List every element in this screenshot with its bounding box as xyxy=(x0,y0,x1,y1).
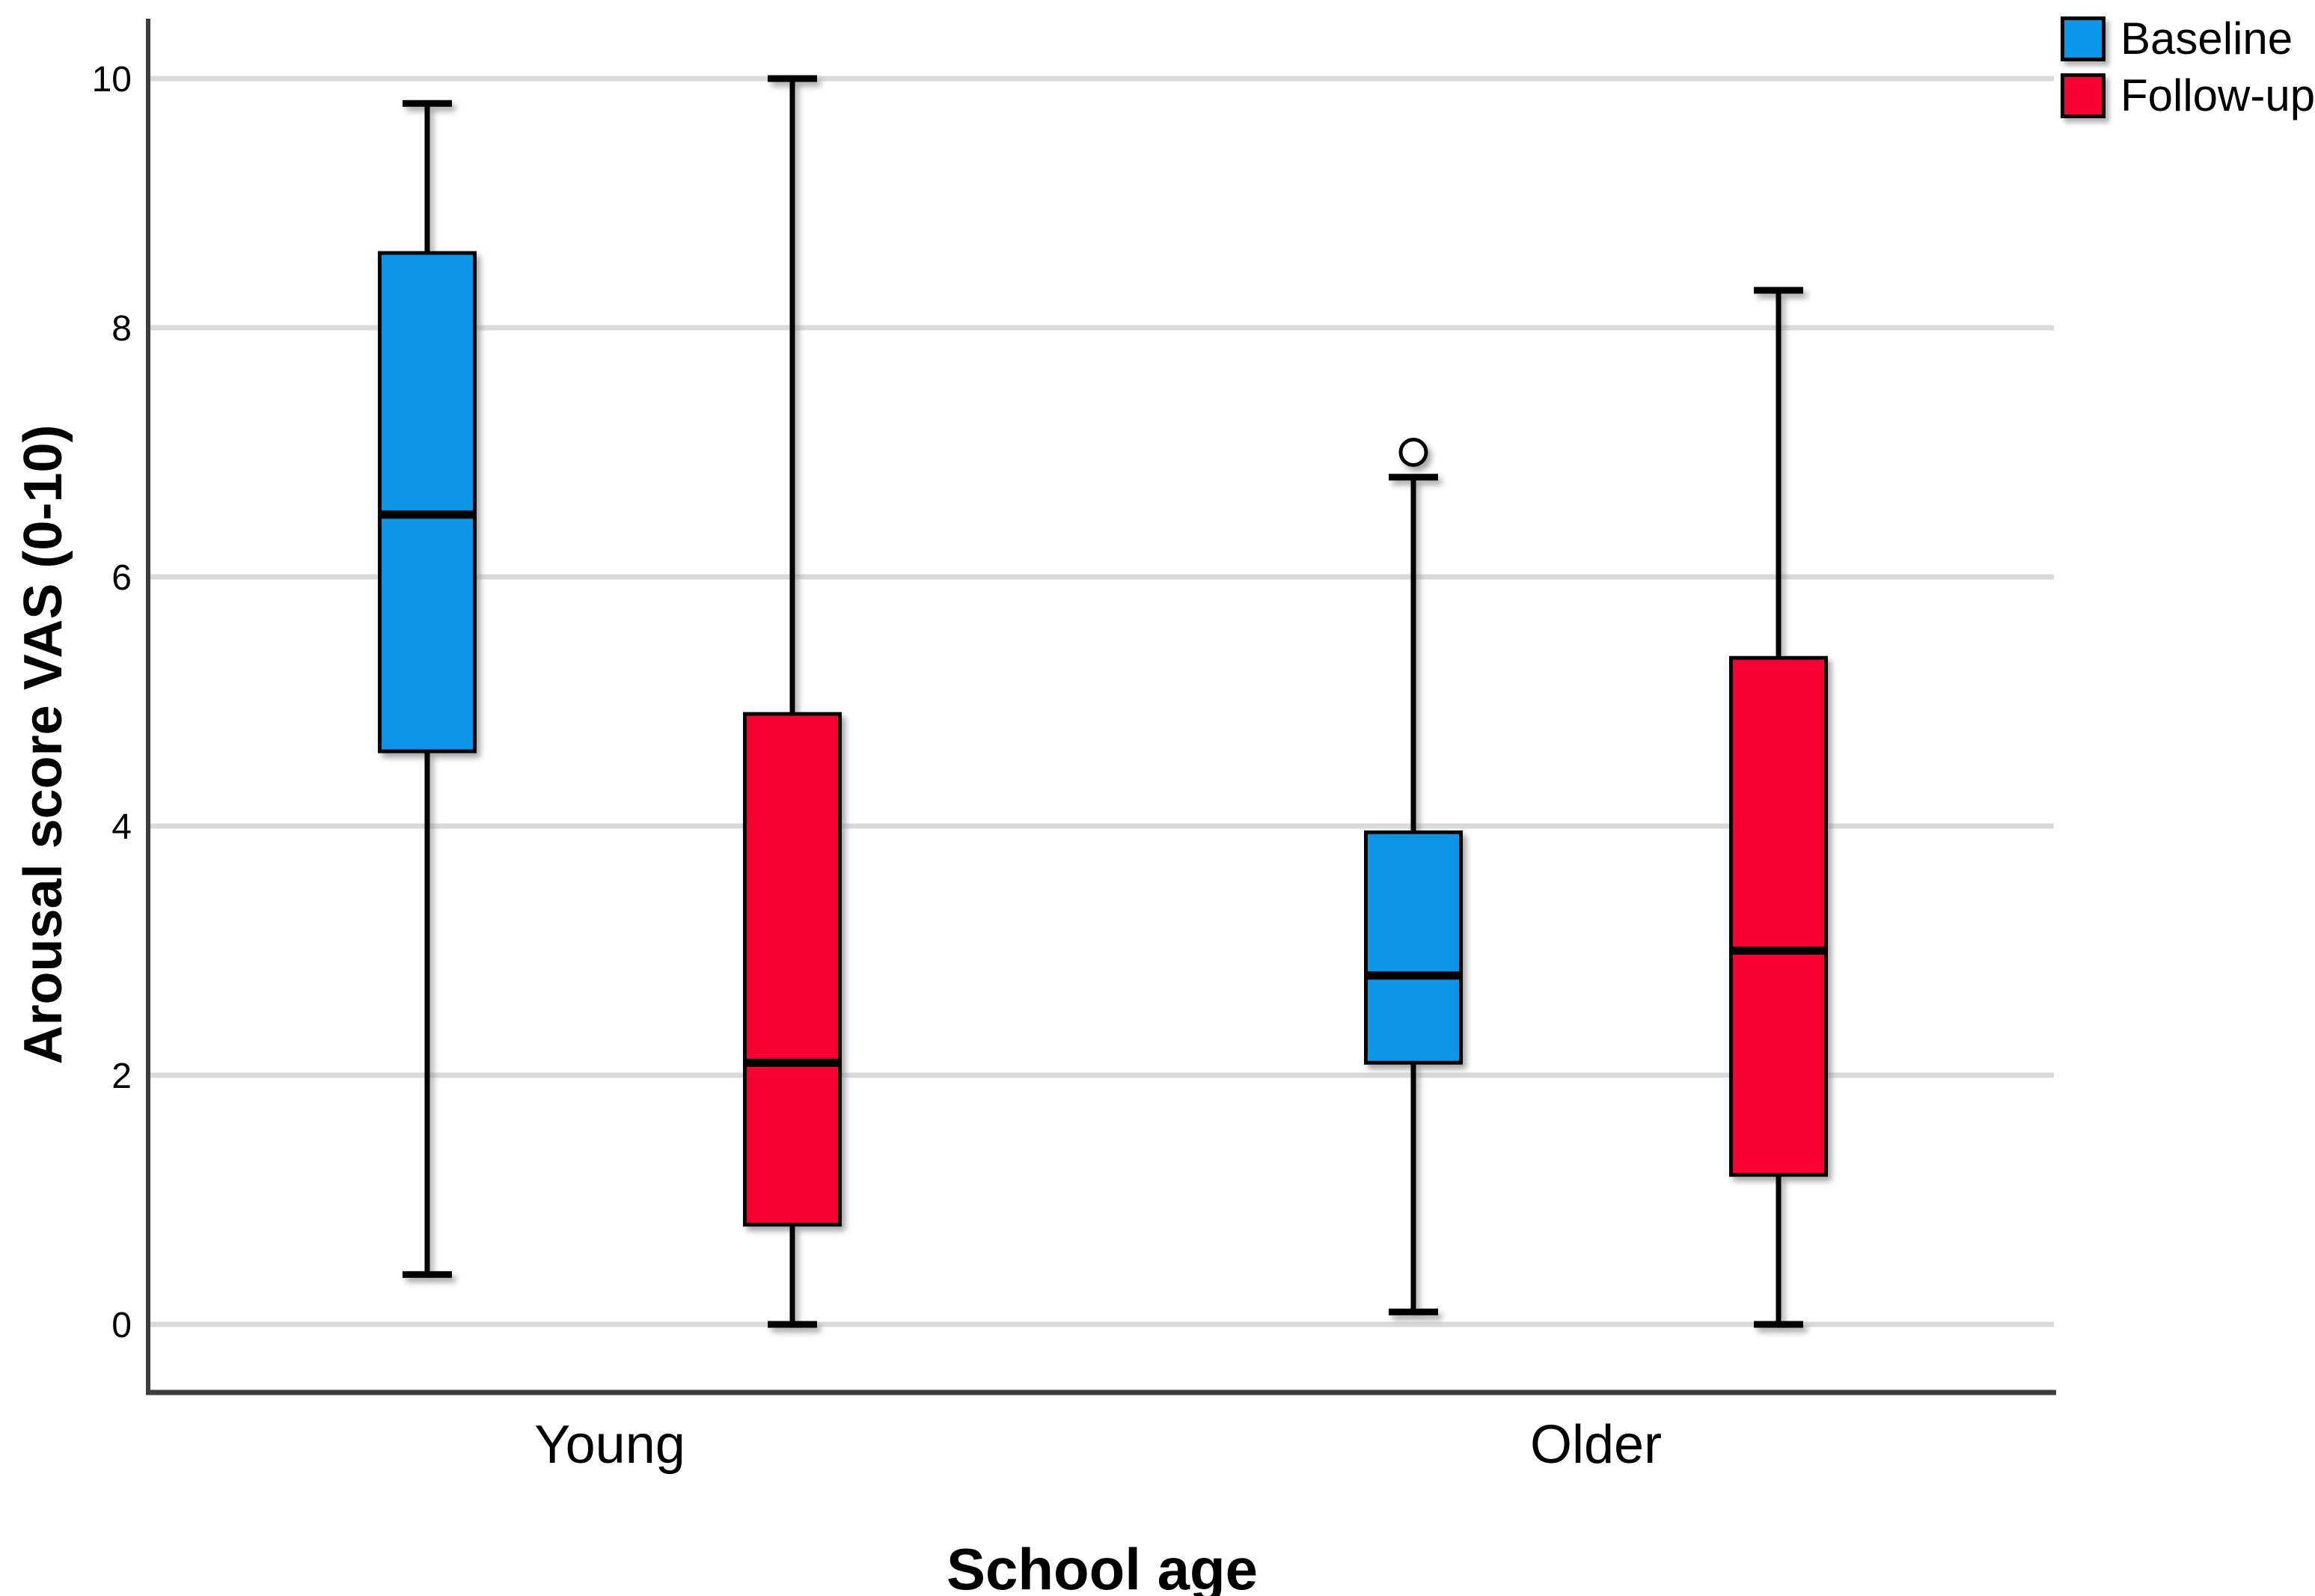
y-tick-label-4: 4 xyxy=(111,807,132,847)
outlier-point xyxy=(1398,438,1428,467)
y-tick-label-10: 10 xyxy=(92,60,132,100)
box-young-baseline xyxy=(378,100,477,1278)
x-category-label-older: Older xyxy=(1530,1415,1662,1475)
legend-item-baseline: Baseline xyxy=(2061,16,2315,61)
y-tick-label-8: 8 xyxy=(111,309,132,349)
y-axis-title: Arousal score VAS (0-10) xyxy=(13,424,73,1065)
legend-label-baseline: Baseline xyxy=(2120,13,2293,64)
iqr-box xyxy=(1364,830,1463,1065)
box-young-follow-up xyxy=(743,75,842,1328)
axis-labels-layer: 0 2 4 6 8 10 Young Older xyxy=(92,60,1662,1475)
box-older-follow-up xyxy=(1729,287,1828,1328)
iqr-box xyxy=(378,251,477,753)
box-older-baseline xyxy=(1364,438,1463,1315)
legend-item-followup: Follow-up xyxy=(2061,73,2315,118)
x-axis-title: School age xyxy=(946,1536,1259,1596)
y-tick-label-0: 0 xyxy=(111,1306,132,1345)
y-tick-label-2: 2 xyxy=(111,1057,132,1096)
legend-swatch-baseline xyxy=(2061,16,2105,61)
legend-swatch-followup xyxy=(2061,73,2105,118)
legend: Baseline Follow-up xyxy=(2061,16,2315,118)
legend-label-followup: Follow-up xyxy=(2120,70,2315,120)
y-tick-label-6: 6 xyxy=(111,558,132,598)
iqr-box xyxy=(1729,655,1828,1177)
x-category-label-young: Young xyxy=(534,1415,685,1475)
axes-layer xyxy=(146,19,2056,1395)
boxes-layer xyxy=(378,75,1828,1328)
iqr-box xyxy=(743,712,842,1227)
